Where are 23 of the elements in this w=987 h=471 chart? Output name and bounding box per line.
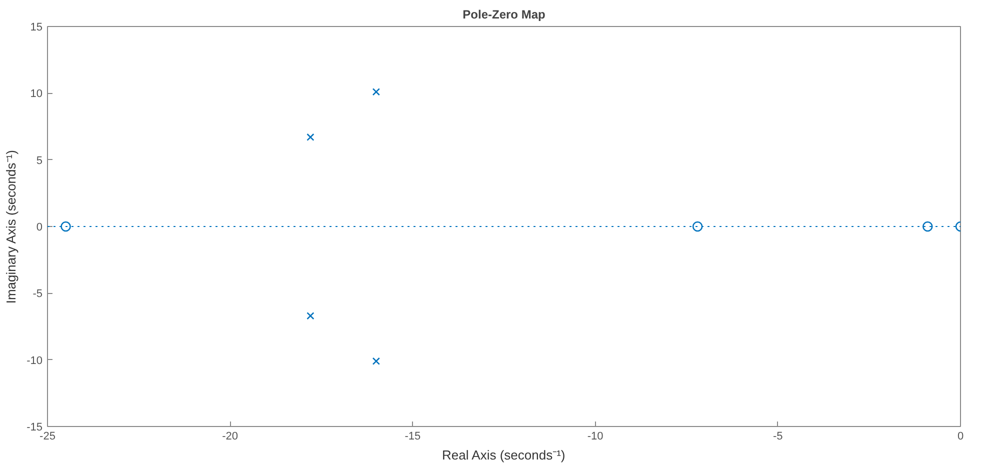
- y-tick-label: 5: [36, 154, 43, 167]
- point: [306, 133, 314, 141]
- point: [372, 357, 380, 365]
- point: [692, 221, 703, 232]
- y-tick-label: -15: [26, 422, 43, 434]
- y-tick-label: 10: [30, 88, 43, 100]
- x-tick-label: -5: [773, 430, 783, 442]
- point: [306, 312, 314, 320]
- y-tick-label: 15: [30, 22, 43, 34]
- point: [60, 221, 71, 232]
- x-tick-label: -20: [222, 430, 238, 442]
- x-tick-label: -10: [587, 430, 604, 442]
- x-tick-label: -15: [404, 430, 421, 442]
- x-tick-label: 0: [957, 430, 964, 442]
- y-tick-label: -10: [26, 354, 43, 367]
- y-tick-label: -5: [32, 288, 42, 300]
- point: [922, 221, 933, 232]
- chart-title: Pole-Zero Map: [462, 8, 546, 22]
- y-tick-label: 0: [36, 222, 43, 234]
- x-axis-title: Real Axis (seconds⁻¹): [442, 448, 566, 462]
- point: [372, 88, 380, 96]
- y-axis-title: Imaginary Axis (seconds⁻¹): [4, 150, 19, 304]
- x-tick-label: -25: [40, 430, 56, 442]
